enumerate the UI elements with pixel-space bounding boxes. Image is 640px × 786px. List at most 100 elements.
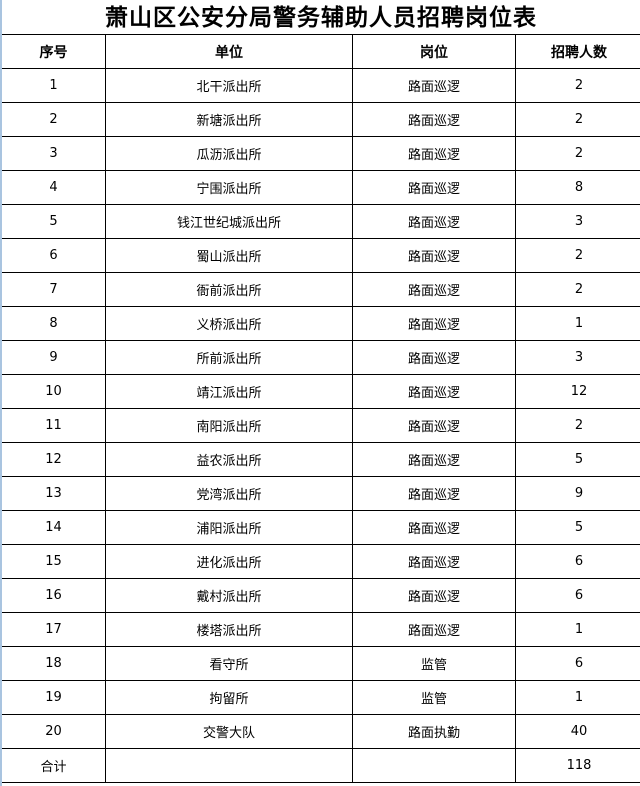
table-row: 2 新塘派出所 路面巡逻 2 [2,102,640,137]
row-post: 路面巡逻 [352,272,516,307]
row-unit: 党湾派出所 [105,476,353,511]
row-count: 9 [515,476,640,511]
row-count: 8 [515,170,640,205]
row-post: 路面巡逻 [352,238,516,273]
table-row: 20 交警大队 路面执勤 40 [2,714,640,749]
table-row: 6 蜀山派出所 路面巡逻 2 [2,238,640,273]
row-index: 11 [2,408,106,443]
row-unit: 瓜沥派出所 [105,136,353,171]
header-row: 序号 单位 岗位 招聘人数 [2,34,640,69]
row-post: 路面巡逻 [352,408,516,443]
row-index: 10 [2,374,106,409]
row-index: 15 [2,544,106,579]
row-post: 路面巡逻 [352,476,516,511]
row-post: 路面巡逻 [352,442,516,477]
table-row: 9 所前派出所 路面巡逻 3 [2,340,640,375]
row-count: 6 [515,578,640,613]
row-count: 5 [515,442,640,477]
page-title: 萧山区公安分局警务辅助人员招聘岗位表 [105,4,537,31]
row-count: 2 [515,408,640,443]
table-row: 7 衙前派出所 路面巡逻 2 [2,272,640,307]
row-index: 7 [2,272,106,307]
row-post: 路面巡逻 [352,306,516,341]
row-unit: 戴村派出所 [105,578,353,613]
row-count: 1 [515,306,640,341]
row-unit: 拘留所 [105,680,353,715]
row-count: 3 [515,204,640,239]
row-unit: 所前派出所 [105,340,353,375]
recruitment-table: 序号 单位 岗位 招聘人数 1 北干派出所 路面巡逻 2 2 新塘派出所 路面巡逻 2 3 瓜沥派… [2,34,640,783]
total-label: 合计 [2,748,106,783]
row-index: 9 [2,340,106,375]
table-row: 4 宁围派出所 路面巡逻 8 [2,170,640,205]
table-row: 5 钱江世纪城派出所 路面巡逻 3 [2,204,640,239]
row-unit: 南阳派出所 [105,408,353,443]
table-row: 12 益农派出所 路面巡逻 5 [2,442,640,477]
row-count: 2 [515,68,640,103]
row-post: 路面巡逻 [352,510,516,545]
row-unit: 义桥派出所 [105,306,353,341]
row-unit: 衙前派出所 [105,272,353,307]
row-count: 6 [515,544,640,579]
row-unit: 交警大队 [105,714,353,749]
row-count: 6 [515,646,640,681]
header-index: 序号 [2,34,106,69]
row-post: 路面巡逻 [352,68,516,103]
row-index: 4 [2,170,106,205]
row-unit: 北干派出所 [105,68,353,103]
row-count: 2 [515,136,640,171]
total-row: 合计 118 [2,748,640,783]
row-post: 路面巡逻 [352,340,516,375]
row-unit: 益农派出所 [105,442,353,477]
table-row: 16 戴村派出所 路面巡逻 6 [2,578,640,613]
row-post: 监管 [352,680,516,715]
table-row: 8 义桥派出所 路面巡逻 1 [2,306,640,341]
row-index: 20 [2,714,106,749]
row-count: 2 [515,272,640,307]
row-index: 17 [2,612,106,647]
row-index: 16 [2,578,106,613]
row-count: 3 [515,340,640,375]
row-count: 2 [515,238,640,273]
row-index: 2 [2,102,106,137]
row-count: 40 [515,714,640,749]
row-unit: 宁围派出所 [105,170,353,205]
row-index: 13 [2,476,106,511]
row-unit: 新塘派出所 [105,102,353,137]
row-index: 8 [2,306,106,341]
row-index: 1 [2,68,106,103]
row-count: 1 [515,612,640,647]
row-unit: 楼塔派出所 [105,612,353,647]
row-post: 路面巡逻 [352,578,516,613]
table-row: 15 进化派出所 路面巡逻 6 [2,544,640,579]
row-unit: 进化派出所 [105,544,353,579]
row-post: 路面巡逻 [352,136,516,171]
row-index: 3 [2,136,106,171]
row-post: 监管 [352,646,516,681]
row-unit: 蜀山派出所 [105,238,353,273]
row-post: 路面巡逻 [352,204,516,239]
row-unit: 看守所 [105,646,353,681]
header-unit: 单位 [105,34,353,69]
row-post: 路面巡逻 [352,374,516,409]
row-unit: 浦阳派出所 [105,510,353,545]
row-count: 12 [515,374,640,409]
table-row: 1 北干派出所 路面巡逻 2 [2,68,640,103]
table-row: 13 党湾派出所 路面巡逻 9 [2,476,640,511]
header-count: 招聘人数 [515,34,640,69]
row-count: 1 [515,680,640,715]
row-post: 路面巡逻 [352,102,516,137]
row-index: 5 [2,204,106,239]
row-count: 2 [515,102,640,137]
row-index: 19 [2,680,106,715]
total-unit [105,748,353,783]
table-row: 17 楼塔派出所 路面巡逻 1 [2,612,640,647]
row-index: 14 [2,510,106,545]
row-post: 路面巡逻 [352,544,516,579]
table-row: 19 拘留所 监管 1 [2,680,640,715]
table-row: 18 看守所 监管 6 [2,646,640,681]
table-row: 3 瓜沥派出所 路面巡逻 2 [2,136,640,171]
row-unit: 钱江世纪城派出所 [105,204,353,239]
row-count: 5 [515,510,640,545]
row-index: 18 [2,646,106,681]
